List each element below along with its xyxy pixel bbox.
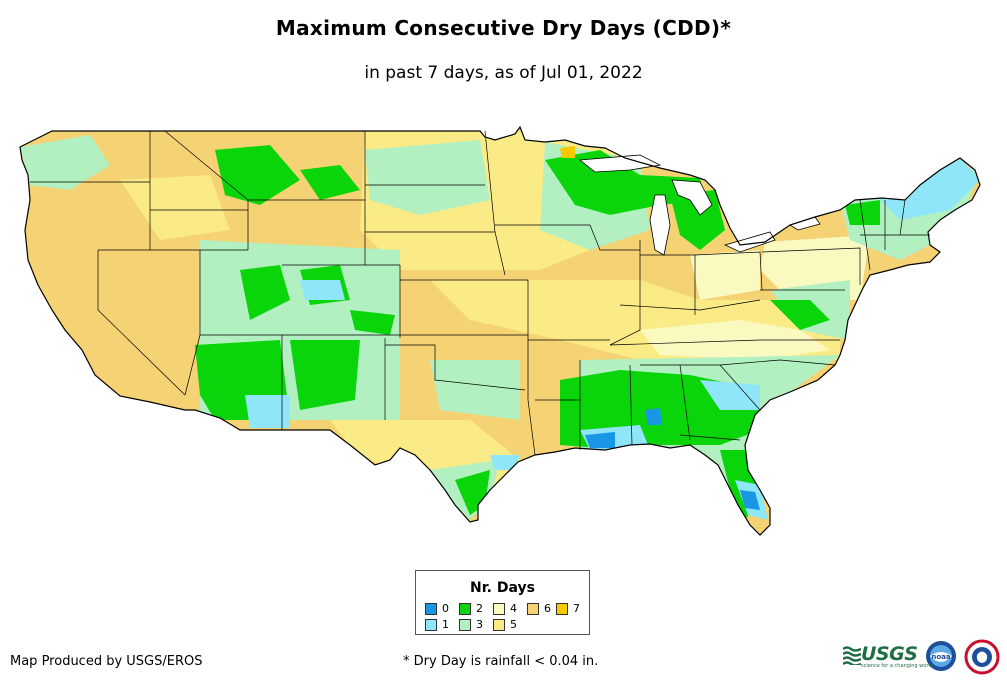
dry-day-footnote: * Dry Day is rainfall < 0.04 in.: [403, 654, 599, 669]
legend-item-1: 1: [425, 619, 449, 633]
cdd-data-layer: [20, 127, 980, 535]
usgs-logo-text: USGS: [861, 643, 918, 665]
legend-swatch: [493, 603, 505, 615]
great-lakes: [578, 154, 821, 256]
usgs-logo: USGS science for a changing world: [843, 643, 933, 669]
usgs-tagline: science for a changing world: [861, 663, 933, 669]
map-title: Maximum Consecutive Dry Days (CDD)*: [275, 16, 732, 40]
legend-item-0: 0: [425, 603, 449, 617]
legend-item-5: 5: [493, 619, 517, 633]
legend-item-7: 7: [556, 603, 580, 617]
noaa-logo: noaa: [926, 641, 956, 671]
legend: Nr. Days 0 1 2 3 4 5 6 7: [415, 570, 590, 635]
map-subtitle: in past 7 days, as of Jul 01, 2022: [364, 63, 643, 83]
legend-item-3: 3: [459, 619, 483, 633]
legend-label: 1: [442, 618, 449, 631]
legend-swatch: [425, 619, 437, 631]
legend-label: 5: [510, 618, 517, 631]
legend-label: 2: [476, 602, 483, 615]
legend-item-4: 4: [493, 603, 517, 617]
legend-item-2: 2: [459, 603, 483, 617]
legend-label: 6: [544, 602, 551, 615]
legend-label: 0: [442, 602, 449, 615]
legend-swatch: [493, 619, 505, 631]
legend-label: 4: [510, 602, 517, 615]
legend-label: 7: [573, 602, 580, 615]
legend-swatch: [527, 603, 539, 615]
legend-swatch: [556, 603, 568, 615]
map-credit: Map Produced by USGS/EROS: [10, 654, 203, 669]
noaa-logo-text: noaa: [931, 653, 951, 661]
nws-logo: [964, 639, 1000, 675]
legend-swatch: [425, 603, 437, 615]
state-boundaries: [30, 130, 930, 456]
usgs-wave-icon: [843, 646, 861, 665]
legend-item-6: 6: [527, 603, 551, 617]
legend-title: Nr. Days: [470, 580, 535, 596]
legend-label: 3: [476, 618, 483, 631]
legend-swatch: [459, 619, 471, 631]
legend-swatch: [459, 603, 471, 615]
